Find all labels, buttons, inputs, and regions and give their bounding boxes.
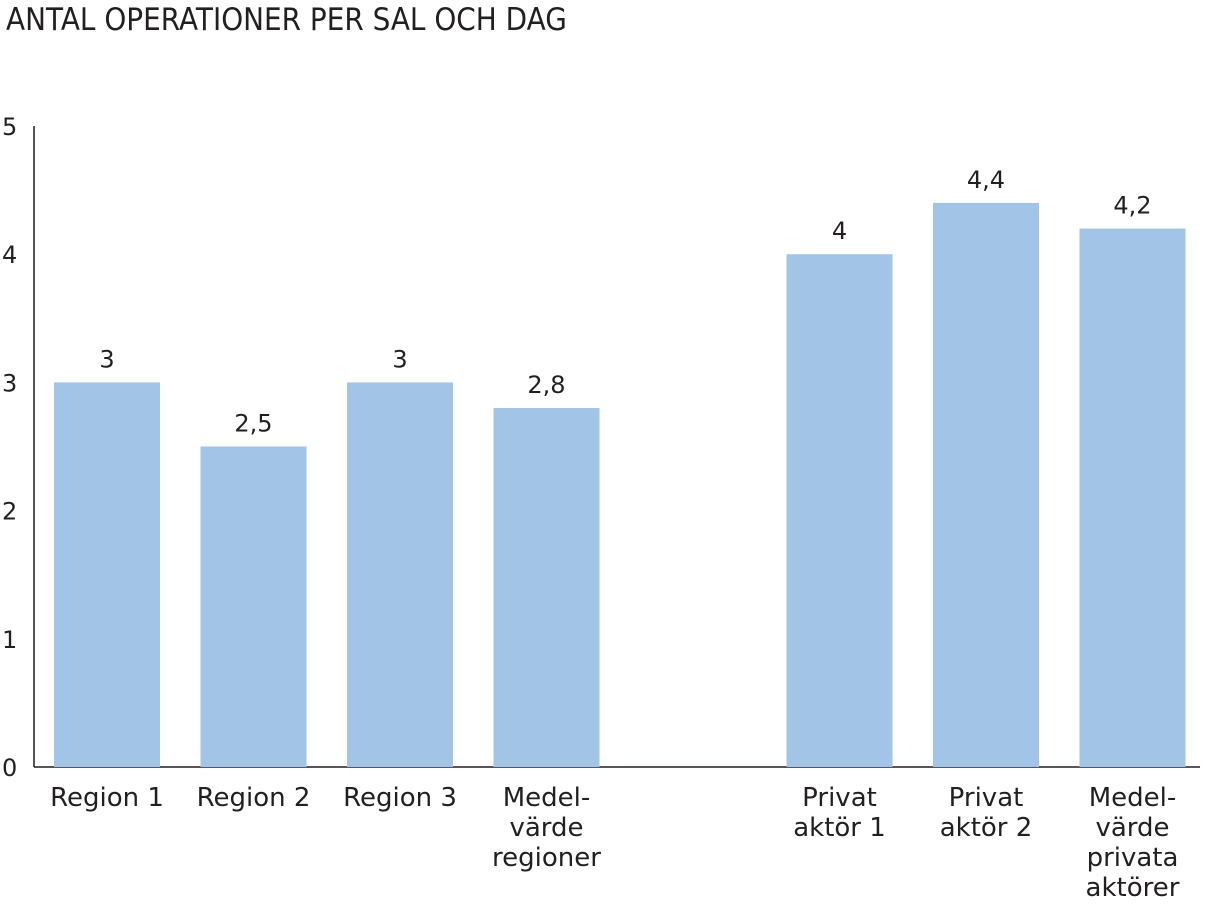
y-tick-label: 5 (2, 113, 17, 141)
value-label: 4 (832, 217, 847, 245)
value-label: 2,5 (234, 410, 272, 438)
category-label: aktör 2 (940, 813, 1033, 843)
value-label: 4,2 (1113, 192, 1151, 220)
category-label: värde (1095, 813, 1169, 843)
value-label: 3 (392, 345, 407, 373)
category-labels: Region 1 Region 2 Region 3 Medel-värderegio… (50, 783, 1180, 903)
value-label: 2,8 (527, 371, 565, 399)
y-tick-label: 3 (2, 369, 17, 397)
bars (54, 202, 1186, 768)
value-label: 3 (99, 345, 114, 373)
category-label: Region 3 (343, 783, 457, 813)
bar (933, 202, 1039, 768)
y-tick-label: 0 (2, 754, 17, 782)
category-label: aktörer (1086, 873, 1180, 903)
bar (1079, 228, 1186, 767)
value-label: 4,4 (967, 166, 1005, 194)
y-tick-label: 4 (2, 241, 17, 269)
category-label: regioner (492, 843, 601, 873)
category-label: värde (509, 813, 583, 843)
y-tick-label: 1 (2, 626, 17, 654)
y-axis-ticks: 0 1 2 3 4 5 (2, 113, 17, 782)
category-label: Region 2 (197, 783, 311, 813)
category-label: privata (1087, 843, 1179, 873)
category-label: Region 1 (50, 783, 164, 813)
category-label: Medel- (503, 783, 591, 813)
category-label: Privat (802, 783, 877, 813)
category-label: aktör 1 (793, 813, 886, 843)
bar (786, 254, 893, 767)
category-label: Privat (949, 783, 1024, 813)
value-labels: 3 2,5 3 2,8 4 4,4 4,2 (99, 166, 1151, 438)
bar (493, 408, 600, 767)
category-label: Medel- (1089, 783, 1177, 813)
bar (347, 382, 453, 767)
bar (54, 382, 160, 767)
y-tick-label: 2 (2, 498, 17, 526)
bar (200, 446, 307, 767)
chart-title: ANTAL OPERATIONER PER SAL OCH DAG (6, 2, 567, 38)
